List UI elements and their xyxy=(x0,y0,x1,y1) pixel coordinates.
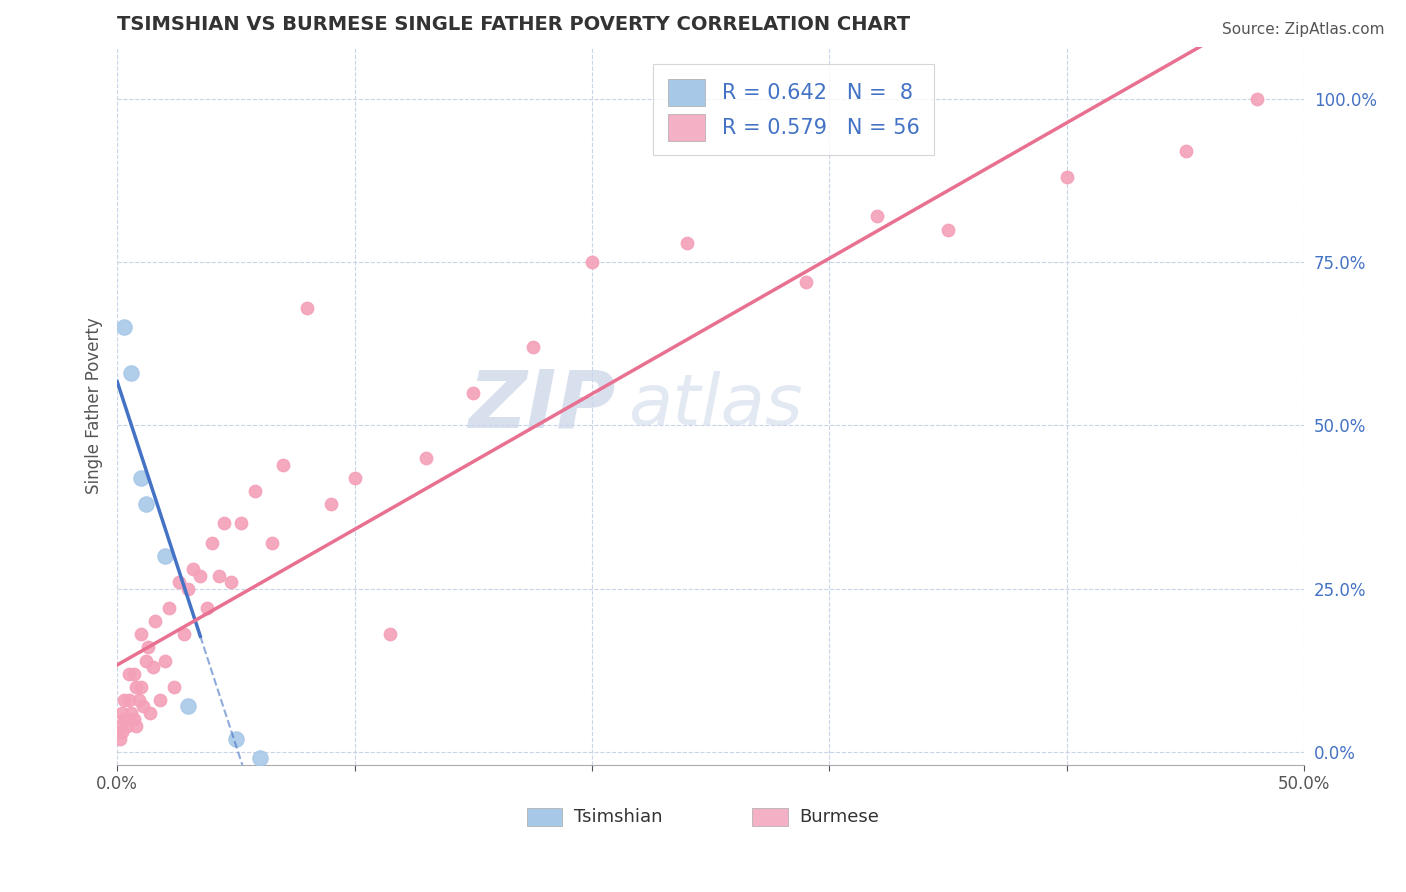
Text: atlas: atlas xyxy=(627,371,803,441)
Point xyxy=(794,275,817,289)
Point xyxy=(139,706,162,720)
Point xyxy=(581,255,603,269)
Point xyxy=(229,516,252,531)
Point xyxy=(149,692,172,706)
Y-axis label: Single Father Poverty: Single Father Poverty xyxy=(86,318,103,494)
Text: Burmese: Burmese xyxy=(800,808,880,826)
Point xyxy=(243,483,266,498)
Point xyxy=(142,660,165,674)
Point xyxy=(1056,170,1078,185)
Point xyxy=(212,516,235,531)
Point xyxy=(343,471,366,485)
Point xyxy=(163,680,186,694)
Point xyxy=(201,536,224,550)
Point xyxy=(173,627,195,641)
Legend: R = 0.642   N =  8, R = 0.579   N = 56: R = 0.642 N = 8, R = 0.579 N = 56 xyxy=(654,64,935,155)
Point xyxy=(115,719,138,733)
Point xyxy=(125,719,148,733)
Point xyxy=(295,301,318,315)
Point xyxy=(143,615,166,629)
Point xyxy=(463,385,485,400)
Point xyxy=(522,340,544,354)
Point xyxy=(319,497,342,511)
Point xyxy=(118,666,141,681)
Point xyxy=(118,692,141,706)
Point xyxy=(866,210,889,224)
Point xyxy=(177,699,200,714)
Point xyxy=(122,666,145,681)
Point xyxy=(157,601,180,615)
Point xyxy=(260,536,283,550)
Point xyxy=(120,366,142,380)
Point xyxy=(128,692,150,706)
Point xyxy=(112,320,135,334)
Point xyxy=(112,692,135,706)
FancyBboxPatch shape xyxy=(527,808,562,826)
Text: ZIP: ZIP xyxy=(468,367,616,445)
Point xyxy=(135,654,157,668)
Point xyxy=(153,549,176,563)
Point xyxy=(111,725,134,739)
Point xyxy=(122,712,145,726)
Point xyxy=(219,575,242,590)
Point xyxy=(936,222,959,236)
Text: Tsimshian: Tsimshian xyxy=(574,808,662,826)
Point xyxy=(415,451,437,466)
Point xyxy=(111,706,134,720)
Point xyxy=(135,497,157,511)
Text: Source: ZipAtlas.com: Source: ZipAtlas.com xyxy=(1222,22,1385,37)
Point xyxy=(676,235,699,250)
Point xyxy=(208,568,231,582)
Point xyxy=(197,601,219,615)
Point xyxy=(380,627,402,641)
Point xyxy=(1174,144,1197,158)
Point xyxy=(249,751,271,765)
Point xyxy=(120,706,142,720)
Point xyxy=(112,712,135,726)
Point xyxy=(1246,92,1268,106)
Text: TSIMSHIAN VS BURMESE SINGLE FATHER POVERTY CORRELATION CHART: TSIMSHIAN VS BURMESE SINGLE FATHER POVER… xyxy=(117,15,910,34)
Point xyxy=(181,562,204,576)
Point xyxy=(129,680,152,694)
Point xyxy=(167,575,190,590)
FancyBboxPatch shape xyxy=(752,808,787,826)
Point xyxy=(108,731,131,746)
Point xyxy=(153,654,176,668)
Point xyxy=(108,719,131,733)
Point xyxy=(125,680,148,694)
Point xyxy=(225,731,247,746)
Point xyxy=(273,458,295,472)
Point xyxy=(129,627,152,641)
Point xyxy=(132,699,155,714)
Point xyxy=(188,568,211,582)
Point xyxy=(129,471,152,485)
Point xyxy=(136,640,159,655)
Point xyxy=(177,582,200,596)
